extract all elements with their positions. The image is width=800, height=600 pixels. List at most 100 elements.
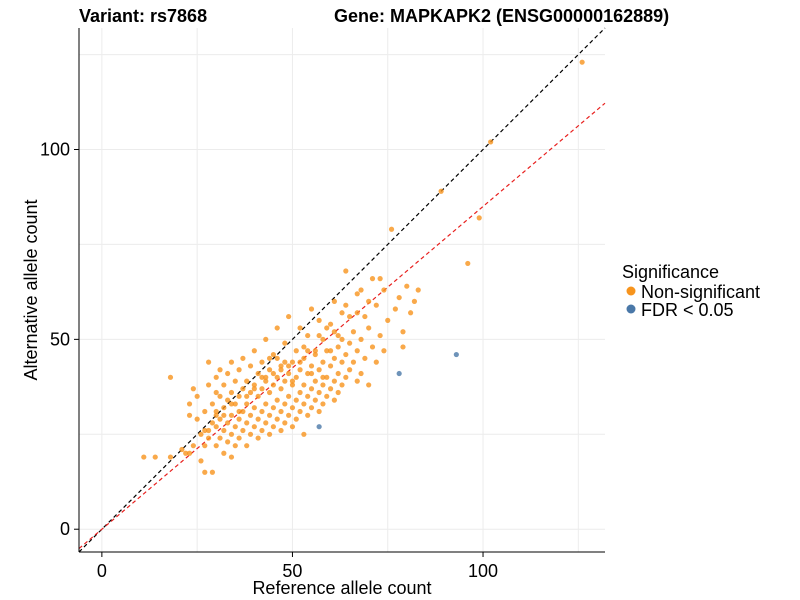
point-non-significant	[373, 302, 379, 308]
point-non-significant	[327, 321, 334, 327]
point-non-significant	[225, 370, 231, 377]
point-non-significant	[324, 393, 330, 399]
point-non-significant	[293, 374, 299, 380]
point-non-significant	[343, 374, 349, 380]
point-non-significant	[579, 59, 585, 65]
point-non-significant	[289, 378, 296, 384]
point-non-significant	[259, 359, 265, 365]
point-non-significant	[324, 374, 330, 380]
point-non-significant	[297, 408, 303, 415]
point-non-significant	[186, 401, 193, 407]
point-non-significant	[400, 329, 406, 335]
point-non-significant	[228, 401, 235, 407]
legend-title: Significance	[622, 262, 719, 282]
point-non-significant	[228, 454, 235, 460]
point-non-significant	[297, 325, 303, 331]
point-non-significant	[236, 435, 242, 441]
point-non-significant	[209, 469, 216, 475]
point-non-significant	[404, 283, 410, 289]
y-axis-title: Alternative allele count	[21, 199, 41, 380]
point-non-significant	[213, 443, 219, 449]
point-non-significant	[255, 435, 261, 441]
point-non-significant	[320, 336, 326, 342]
point-non-significant	[366, 382, 372, 388]
point-non-significant	[225, 439, 231, 445]
point-non-significant	[316, 317, 322, 323]
reference-line-0	[78, 27, 606, 553]
point-non-significant	[236, 416, 242, 422]
point-non-significant	[415, 287, 421, 293]
chart-title-variant: Variant: rs7868	[79, 6, 207, 26]
point-non-significant	[312, 351, 318, 358]
point-non-significant	[236, 367, 242, 373]
point-non-significant	[217, 416, 223, 422]
legend-label-non-significant: Non-significant	[641, 282, 760, 302]
point-non-significant	[411, 298, 418, 304]
point-non-significant	[354, 378, 360, 384]
point-non-significant	[244, 420, 250, 426]
point-non-significant	[259, 386, 265, 392]
point-non-significant	[316, 367, 322, 373]
point-non-significant	[301, 401, 307, 407]
point-non-significant	[293, 397, 299, 403]
point-non-significant	[324, 325, 330, 331]
point-non-significant	[289, 405, 296, 411]
y-ticks: 0 50 100	[40, 140, 79, 539]
point-non-significant	[198, 431, 204, 437]
point-non-significant	[213, 412, 219, 418]
point-non-significant	[236, 408, 242, 415]
point-non-significant	[221, 405, 227, 411]
point-non-significant	[312, 348, 318, 354]
point-non-significant	[278, 427, 284, 434]
point-non-significant	[205, 435, 212, 441]
point-non-significant	[308, 306, 315, 312]
point-non-significant	[278, 386, 284, 392]
point-non-significant	[335, 370, 341, 377]
point-fdr-0-05	[396, 370, 402, 377]
point-non-significant	[438, 188, 444, 194]
point-non-significant	[366, 325, 372, 331]
point-non-significant	[327, 348, 334, 354]
point-non-significant	[335, 389, 341, 396]
point-non-significant	[228, 431, 235, 437]
point-non-significant	[350, 329, 357, 335]
point-non-significant	[286, 393, 292, 399]
point-non-significant	[331, 298, 337, 304]
point-non-significant	[255, 370, 261, 377]
point-non-significant	[198, 458, 204, 464]
point-non-significant	[308, 363, 315, 369]
point-non-significant	[255, 416, 261, 422]
point-non-significant	[354, 291, 360, 297]
point-non-significant	[202, 408, 208, 415]
point-non-significant	[305, 412, 311, 418]
point-non-significant	[221, 427, 227, 434]
point-non-significant	[343, 268, 349, 274]
point-non-significant	[282, 420, 288, 426]
point-non-significant	[263, 401, 269, 407]
point-non-significant	[274, 374, 280, 380]
point-non-significant	[350, 359, 357, 365]
point-non-significant	[190, 443, 196, 449]
point-non-significant	[232, 401, 238, 407]
point-non-significant	[263, 378, 269, 384]
point-non-significant	[331, 329, 337, 335]
point-non-significant	[205, 359, 212, 365]
point-non-significant	[202, 443, 208, 449]
point-non-significant	[278, 408, 284, 415]
point-non-significant	[320, 374, 326, 380]
point-non-significant	[408, 310, 414, 316]
point-non-significant	[213, 374, 219, 380]
point-non-significant	[297, 367, 303, 373]
point-non-significant	[289, 382, 296, 388]
data-points	[141, 59, 585, 475]
point-non-significant	[476, 215, 482, 221]
point-non-significant	[213, 389, 219, 396]
point-non-significant	[488, 139, 494, 145]
point-non-significant	[324, 348, 330, 354]
x-tick-label: 100	[468, 561, 498, 581]
point-non-significant	[327, 363, 334, 369]
point-fdr-0-05	[316, 424, 322, 430]
point-non-significant	[236, 393, 242, 399]
y-tick-label: 50	[50, 329, 70, 349]
